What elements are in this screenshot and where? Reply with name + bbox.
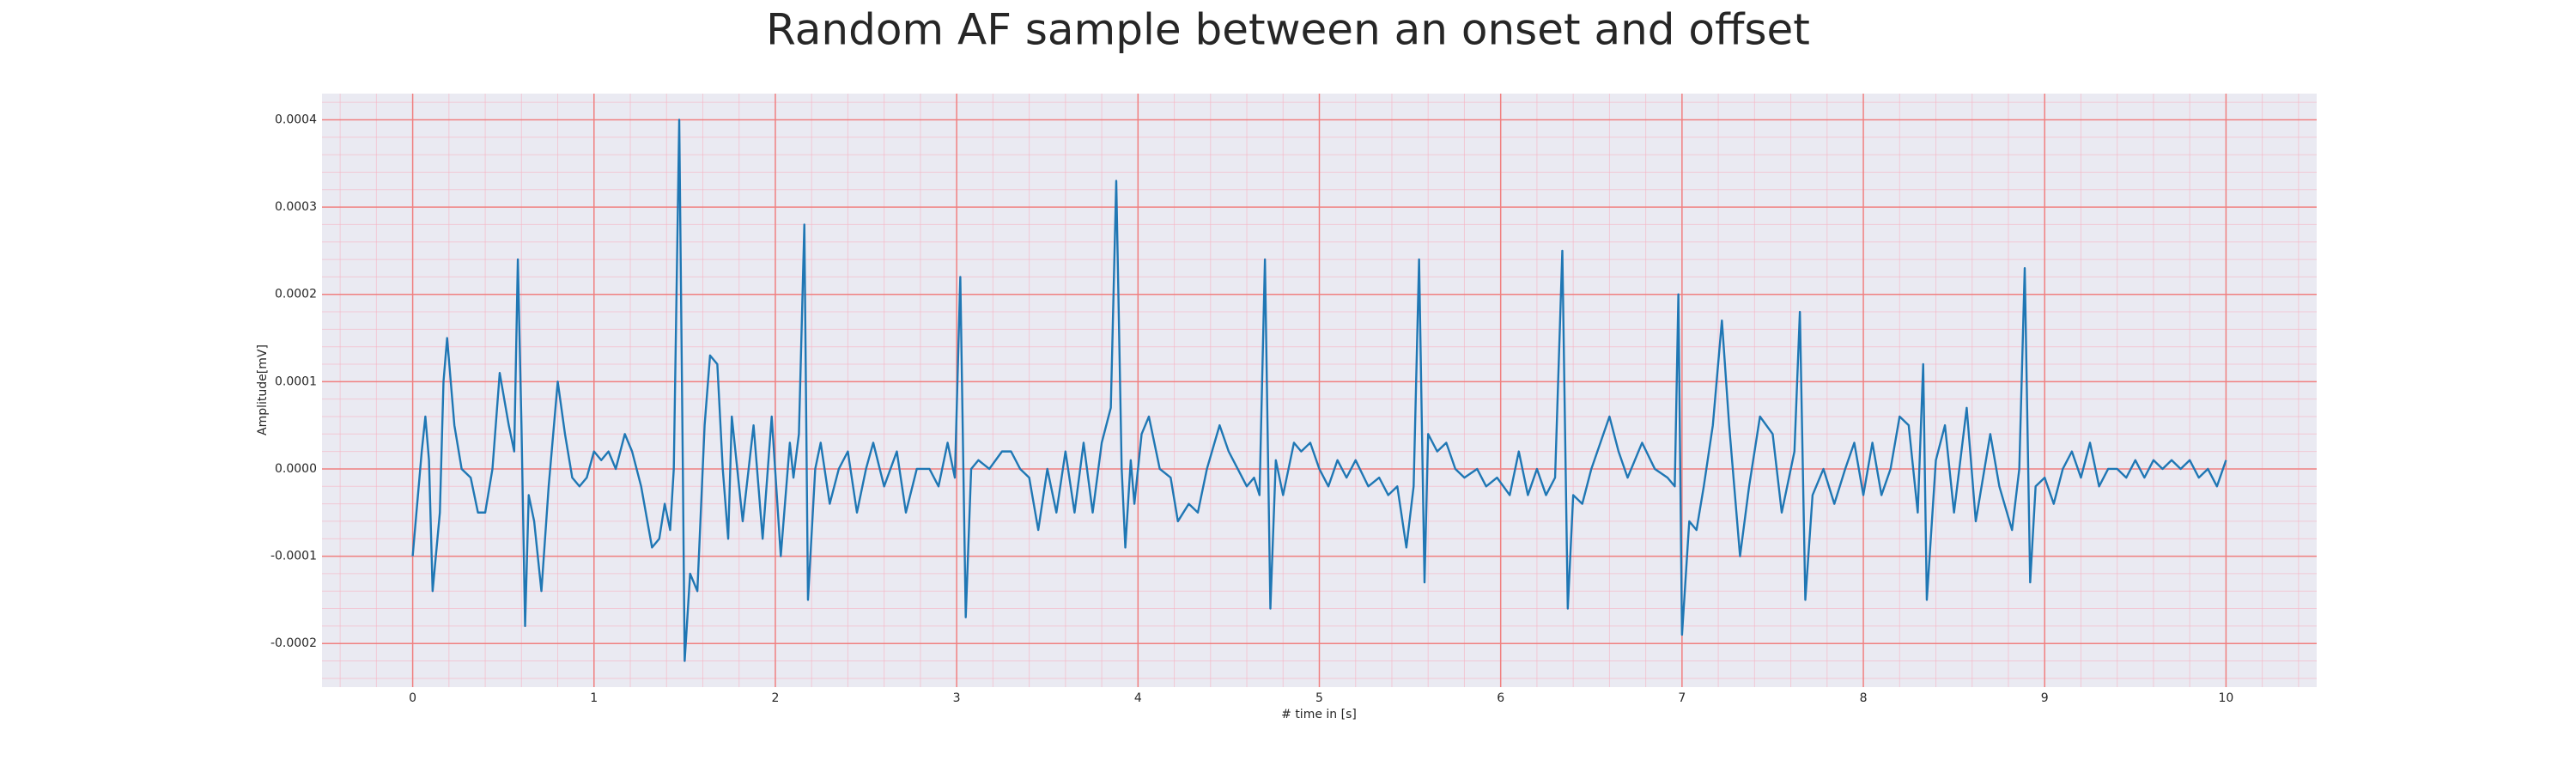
x-tick-label: 10 [2218, 691, 2233, 705]
x-tick-label: 8 [1860, 691, 1868, 705]
chart-title: Random AF sample between an onset and of… [766, 5, 1810, 55]
y-tick-label: 0.0004 [275, 113, 317, 126]
x-tick-label: 2 [771, 691, 779, 705]
x-tick-label: 5 [1315, 691, 1323, 705]
y-tick-label: -0.0001 [270, 550, 317, 563]
y-axis-label: Amplitude[mV] [256, 344, 270, 435]
x-tick-label: 0 [409, 691, 416, 705]
x-tick-label: 7 [1678, 691, 1686, 705]
signal-line [411, 119, 2227, 662]
y-tick-label: 0.0003 [275, 200, 317, 214]
x-tick-label: 9 [2041, 691, 2049, 705]
x-tick-label: 1 [590, 691, 598, 705]
x-tick-label: 3 [953, 691, 961, 705]
y-tick-label: -0.0002 [270, 636, 317, 650]
x-tick-label: 6 [1497, 691, 1504, 705]
y-tick-label: 0.0000 [275, 462, 317, 476]
y-tick-label: 0.0001 [275, 374, 317, 388]
x-tick-label: 4 [1134, 691, 1142, 705]
y-tick-label: 0.0002 [275, 288, 317, 301]
x-axis-label: # time in [s] [1281, 708, 1357, 721]
